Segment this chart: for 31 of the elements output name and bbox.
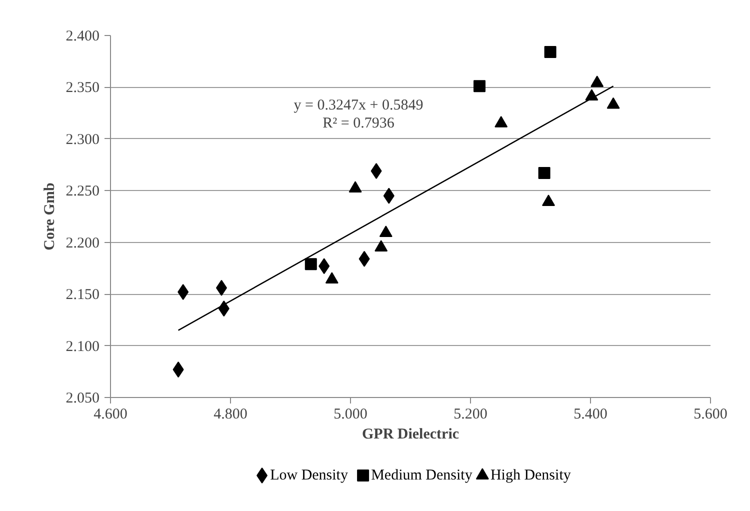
point bbox=[542, 194, 555, 206]
y-axis-title: Core Gmb bbox=[42, 182, 58, 250]
x-axis-title: GPR Dielectric bbox=[362, 426, 460, 442]
y-tick-label: 2.100 bbox=[66, 338, 100, 355]
x-tick-label: 5.000 bbox=[334, 406, 368, 422]
y-tick-label: 2.050 bbox=[66, 390, 100, 406]
legend-label: High Density bbox=[490, 468, 572, 484]
x-tick-label: 5.200 bbox=[454, 406, 488, 422]
y-tick-label: 2.300 bbox=[66, 132, 100, 148]
legend-label: Medium Density bbox=[371, 468, 473, 484]
y-tick-label: 2.350 bbox=[66, 80, 100, 96]
point bbox=[348, 181, 362, 193]
point bbox=[590, 76, 604, 88]
point bbox=[379, 226, 392, 238]
point bbox=[494, 116, 508, 128]
annotation: y = 0.3247x + 0.5849 bbox=[294, 98, 424, 114]
point bbox=[538, 167, 550, 180]
legend-label: Low Density bbox=[270, 468, 348, 484]
y-tick-label: 2.400 bbox=[66, 28, 100, 44]
y-tick-label: 2.200 bbox=[66, 235, 100, 252]
y-tick-label: 2.150 bbox=[66, 287, 100, 304]
x-tick-label: 4.800 bbox=[214, 406, 248, 422]
x-tick-label: 5.600 bbox=[694, 406, 728, 422]
point bbox=[304, 258, 317, 270]
x-tick-label: 4.600 bbox=[94, 406, 128, 422]
y-tick-label: 2.250 bbox=[66, 184, 100, 200]
point bbox=[606, 97, 620, 109]
x-tick-label: 5.400 bbox=[574, 406, 608, 422]
point bbox=[325, 272, 338, 284]
point bbox=[374, 240, 388, 252]
annotation: R² = 0.7936 bbox=[322, 116, 395, 132]
